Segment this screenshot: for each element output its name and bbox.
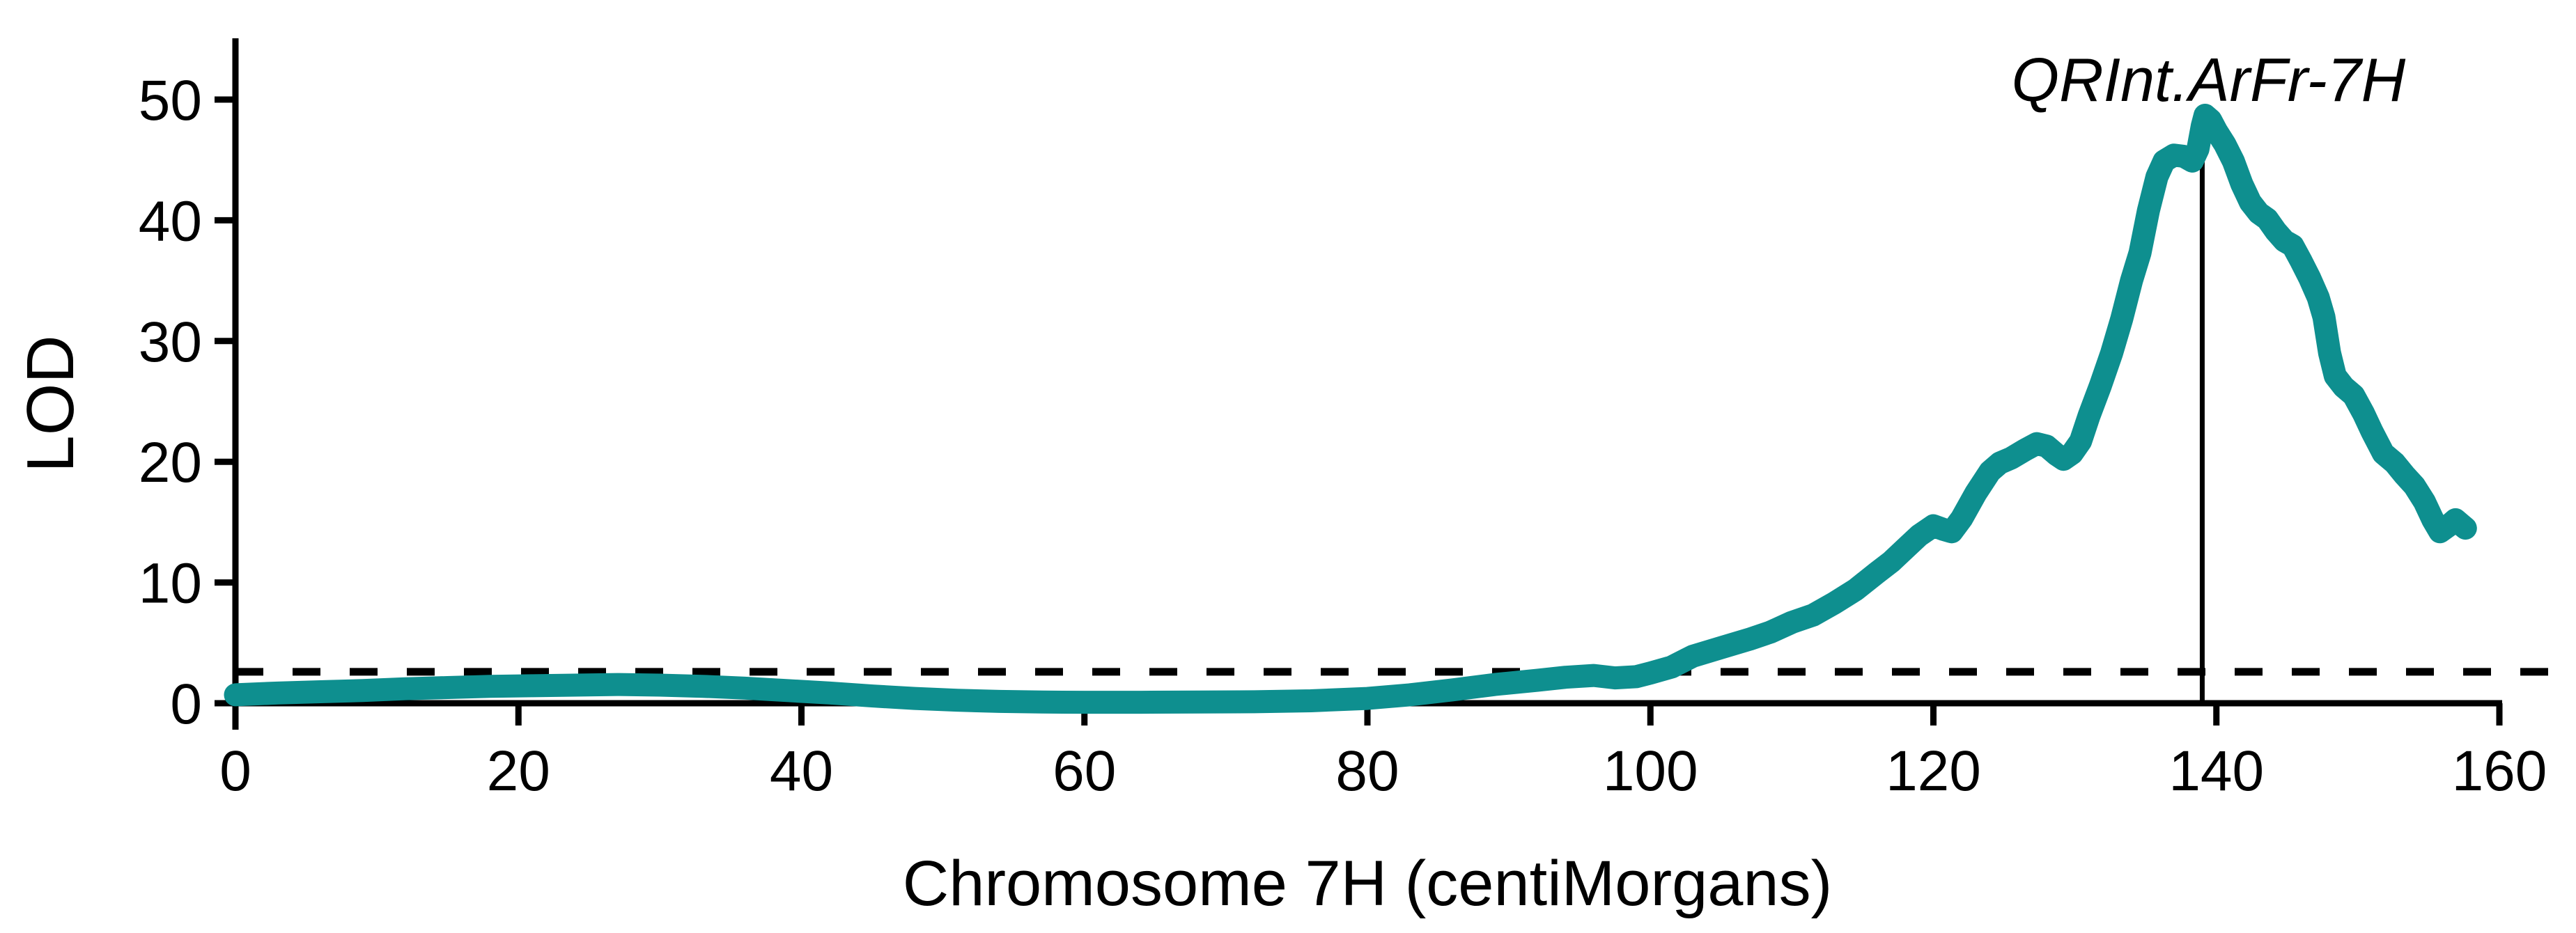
x-axis-ticks: 0 20 40 60 80 100 120 140 160 (219, 703, 2547, 803)
x-axis-title: Chromosome 7H (centiMorgans) (903, 848, 1832, 919)
x-tick-label: 0 (219, 739, 251, 803)
y-axis-ticks: 0 10 20 30 40 50 (139, 69, 235, 736)
y-tick-label: 30 (139, 311, 202, 374)
y-tick-label: 40 (139, 189, 202, 253)
y-tick-label: 50 (139, 69, 202, 132)
x-tick-label: 100 (1603, 739, 1698, 803)
y-tick-label: 10 (139, 552, 202, 616)
y-axis-title: LOD (13, 335, 88, 472)
y-tick-label: 20 (139, 431, 202, 494)
x-tick-label: 80 (1335, 739, 1399, 803)
x-tick-label: 60 (1053, 739, 1116, 803)
x-tick-label: 40 (770, 739, 833, 803)
lod-curve (224, 104, 2477, 714)
y-tick-label: 0 (170, 673, 202, 736)
x-tick-label: 120 (1886, 739, 1981, 803)
qtl-annotation-label: QRInt.ArFr-7H (2012, 45, 2406, 114)
x-tick-label: 20 (487, 739, 550, 803)
x-tick-label: 140 (2168, 739, 2264, 803)
x-tick-label: 160 (2452, 739, 2547, 803)
